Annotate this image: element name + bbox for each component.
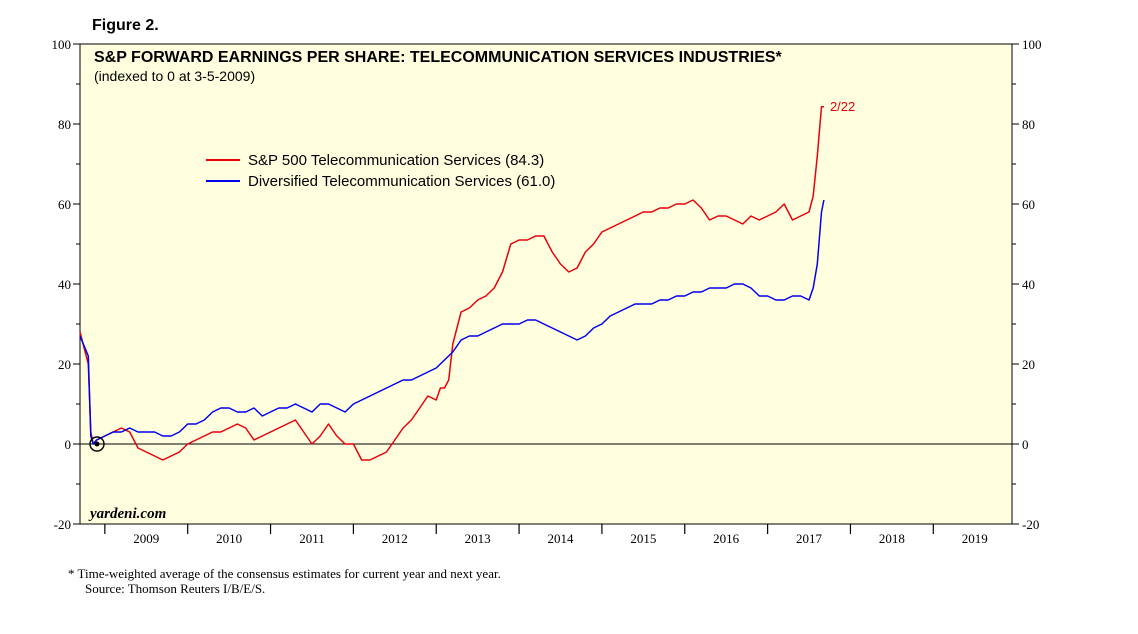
y-tick-label-left: 40 — [58, 277, 71, 292]
origin-marker — [89, 436, 105, 452]
legend-label-diversified: Diversified Telecommunication Services (… — [248, 173, 555, 190]
figure-label: Figure 2. — [92, 17, 159, 34]
footnote-line-1: * Time-weighted average of the consensus… — [68, 566, 501, 581]
y-tick-label-left: 100 — [52, 37, 72, 52]
x-axis: 2009 2010 2011 2012 2013 2014 2015 2016 2017 2018… — [104, 524, 988, 546]
x-tick-label: 2018 — [879, 531, 905, 546]
y-axis-left: -20 0 20 40 60 80 100 — [52, 37, 80, 532]
x-tick-label: 2011 — [299, 531, 325, 546]
end-date-annotation: 2/22 — [830, 99, 855, 114]
y-tick-label-right: 80 — [1022, 117, 1035, 132]
series-line-sp500-telecom — [79, 106, 824, 461]
y-tick-label-left: 80 — [58, 117, 71, 132]
y-tick-label-right: -20 — [1022, 517, 1039, 532]
x-tick-label: 2012 — [382, 531, 408, 546]
x-tick-label: 2013 — [465, 531, 491, 546]
x-tick-label: 2019 — [962, 531, 988, 546]
x-tick-label: 2010 — [216, 531, 242, 546]
plot-area — [79, 43, 1013, 525]
y-tick-label-right: 100 — [1022, 37, 1042, 52]
y-axis-right: -20 0 20 40 60 80 100 — [1012, 37, 1042, 532]
legend: S&P 500 Telecommunication Services (84.3… — [206, 152, 555, 190]
y-tick-label-left: 60 — [58, 197, 71, 212]
y-tick-label-right: 0 — [1022, 437, 1029, 452]
x-tick-label: 2017 — [796, 531, 823, 546]
y-tick-label-right: 20 — [1022, 357, 1035, 372]
series-line-diversified-telecom — [79, 199, 825, 445]
x-tick-label: 2016 — [713, 531, 740, 546]
watermark: yardeni.com — [88, 506, 166, 522]
x-tick-label: 2009 — [133, 531, 159, 546]
x-tick-label: 2014 — [547, 531, 574, 546]
y-tick-label-left: 0 — [65, 437, 72, 452]
y-tick-label-left: 20 — [58, 357, 71, 372]
y-tick-label-right: 60 — [1022, 197, 1035, 212]
chart-subtitle: (indexed to 0 at 3-5-2009) — [94, 68, 255, 84]
chart-title: S&P FORWARD EARNINGS PER SHARE: TELECOMM… — [94, 49, 783, 66]
y-tick-label-left: -20 — [54, 517, 71, 532]
y-tick-label-right: 40 — [1022, 277, 1035, 292]
footnote-source: Source: Thomson Reuters I/B/E/S. — [85, 581, 265, 596]
legend-label-sp500: S&P 500 Telecommunication Services (84.3… — [248, 152, 544, 169]
x-tick-label: 2015 — [630, 531, 656, 546]
series-group — [79, 106, 825, 461]
